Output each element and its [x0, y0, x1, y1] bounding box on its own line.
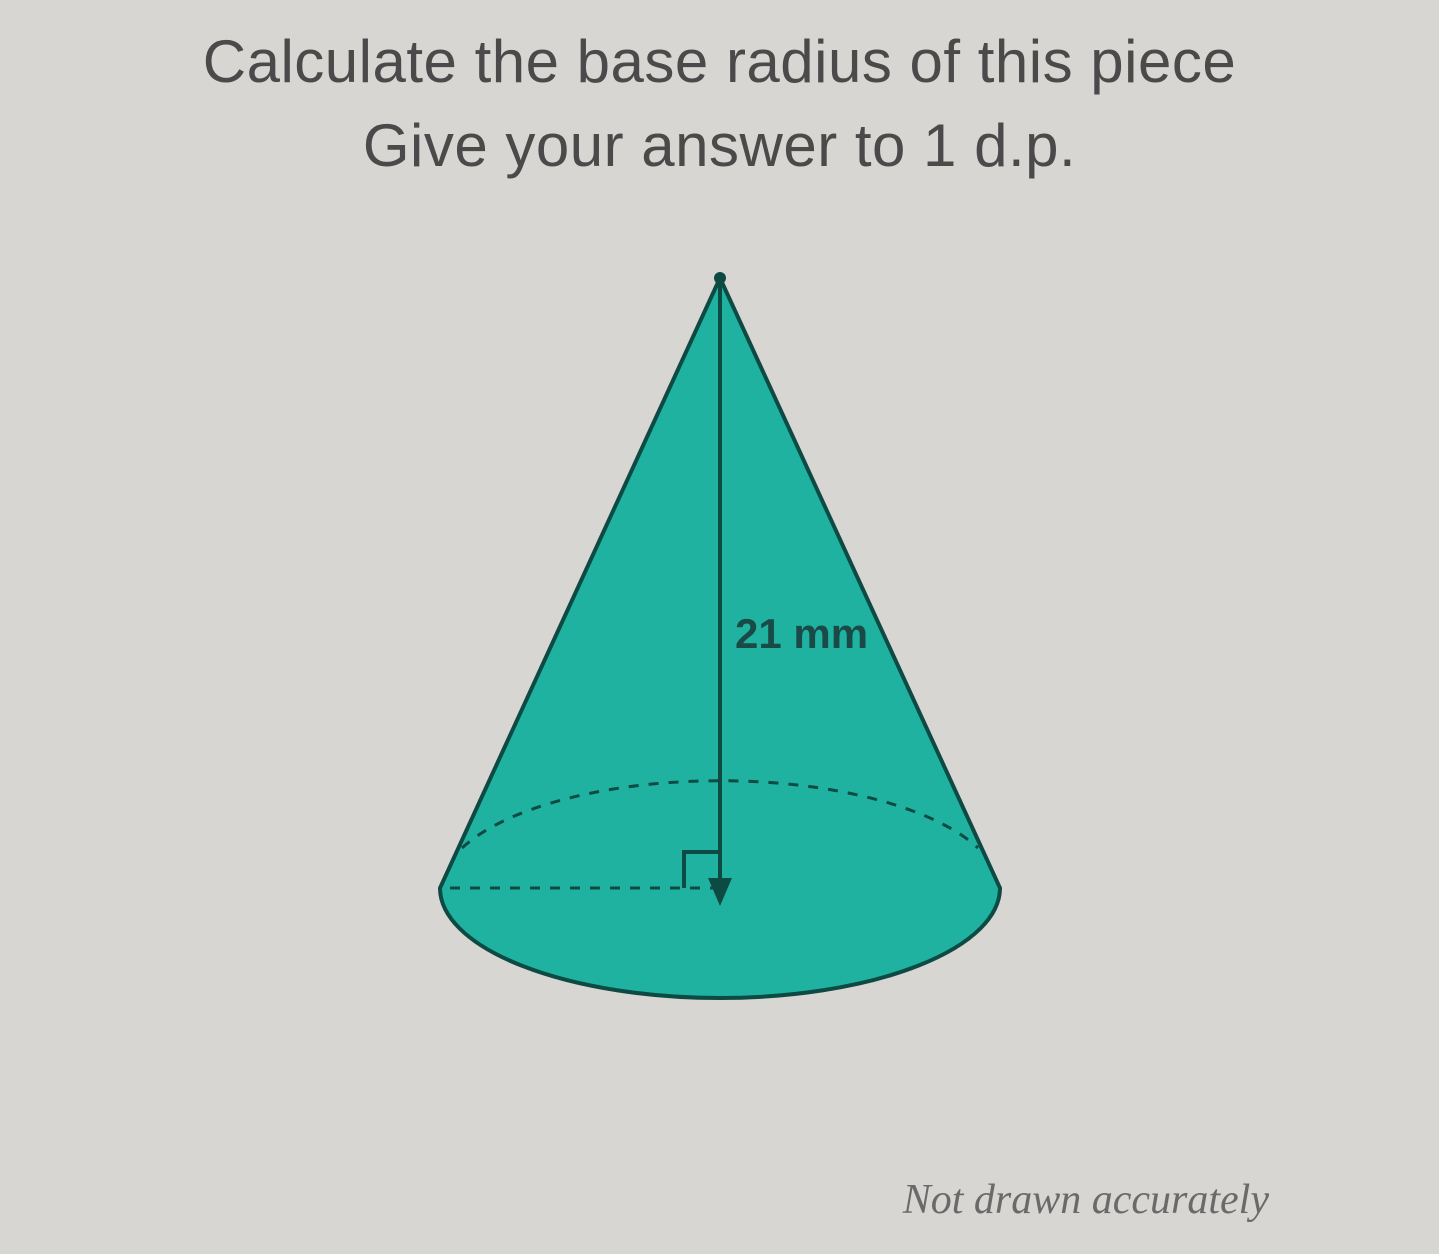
- cone-apex-dot: [714, 272, 726, 284]
- figure-area: 21 mm: [0, 248, 1439, 1068]
- question-line-2: Give your answer to 1 d.p.: [0, 104, 1439, 188]
- question-block: Calculate the base radius of this piece …: [0, 0, 1439, 188]
- not-drawn-accurately-note: Not drawn accurately: [903, 1176, 1269, 1224]
- question-line-1: Calculate the base radius of this piece: [0, 20, 1439, 104]
- cone-diagram: 21 mm: [370, 248, 1070, 1068]
- cone-height-label: 21 mm: [735, 610, 868, 657]
